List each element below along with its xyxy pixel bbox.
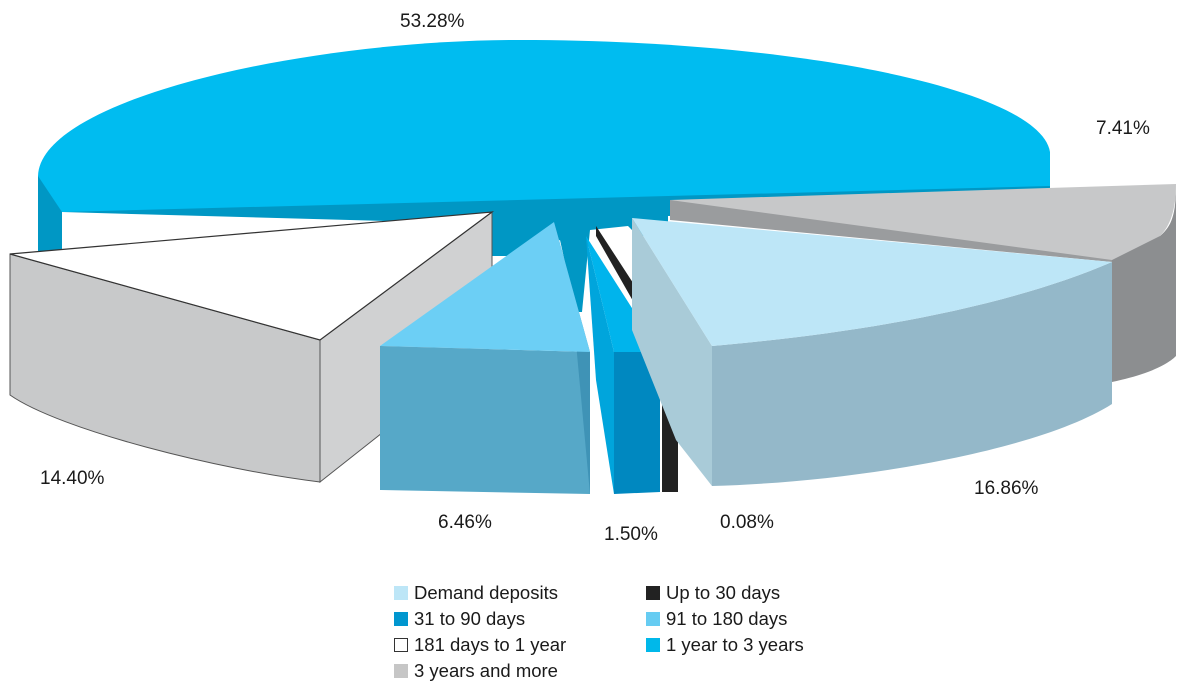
legend-item-181-days-to-1-year: 181 days to 1 year <box>394 634 646 655</box>
slice-demand-deposits-top <box>632 218 1112 346</box>
pie-chart: 53.28% 7.41% 14.40% 16.86% 6.46% 1.50% 0… <box>9 11 1176 545</box>
slice-31-to-90-days-face <box>586 236 614 494</box>
slice-3-years-and-more-face <box>670 200 1112 382</box>
slice-demand-deposits-face <box>632 218 712 486</box>
chart-legend: Demand deposits Up to 30 days 31 to 90 d… <box>394 582 854 681</box>
legend-label: Demand deposits <box>414 582 558 603</box>
legend-item-3-years-and-more: 3 years and more <box>394 660 646 681</box>
legend-swatch <box>646 638 660 652</box>
label-demand-deposits-pct: 16.86% <box>974 478 1039 499</box>
legend-swatch <box>394 586 408 600</box>
legend-swatch <box>394 612 408 626</box>
slice-91-to-180-days <box>380 222 590 494</box>
legend-label: 181 days to 1 year <box>414 634 567 655</box>
slice-31-to-90-days-side <box>614 352 660 494</box>
legend-swatch <box>646 586 660 600</box>
label-181-days-to-1-year-pct: 14.40% <box>40 468 105 489</box>
slice-3-years-and-more <box>670 184 1176 382</box>
label-1-to-3-years-pct: 53.28% <box>400 11 465 32</box>
slice-91-to-180-days-side <box>380 346 590 494</box>
slice-91-to-180-days-face <box>554 222 590 494</box>
slice-181-days-to-1-year-side <box>9 253 321 483</box>
legend-item-31-to-90-days: 31 to 90 days <box>394 608 646 629</box>
legend-label: 3 years and more <box>414 660 558 681</box>
legend-swatch <box>646 612 660 626</box>
legend-label: 31 to 90 days <box>414 608 526 629</box>
slice-up-to-30-days-body <box>596 226 678 492</box>
slice-1-to-3-years-top <box>38 40 1050 212</box>
slice-91-to-180-days-top <box>380 222 590 352</box>
slice-3-years-and-more-top <box>670 184 1176 260</box>
label-91-to-180-days-pct: 6.46% <box>438 512 492 533</box>
legend-label: Up to 30 days <box>666 582 781 603</box>
slice-demand-deposits <box>632 218 1112 486</box>
legend-item-demand-deposits: Demand deposits <box>394 582 646 603</box>
legend-item-1-to-3-years: 1 year to 3 years <box>646 634 854 655</box>
legend-label: 91 to 180 days <box>666 608 788 629</box>
legend-label: 1 year to 3 years <box>666 634 804 655</box>
label-3-years-and-more-pct: 7.41% <box>1096 118 1150 139</box>
legend-item-up-to-30-days: Up to 30 days <box>646 582 854 603</box>
slice-3-years-and-more-side <box>1112 184 1176 382</box>
label-31-to-90-days-pct: 1.50% <box>604 524 658 545</box>
slice-up-to-30-days <box>596 226 678 492</box>
slice-demand-deposits-side <box>712 262 1112 486</box>
legend-swatch <box>394 638 408 652</box>
legend-item-91-to-180-days: 91 to 180 days <box>646 608 854 629</box>
legend-swatch <box>394 664 408 678</box>
label-up-to-30-days-pct: 0.08% <box>720 512 774 533</box>
slice-181-days-to-1-year-top <box>9 211 495 341</box>
